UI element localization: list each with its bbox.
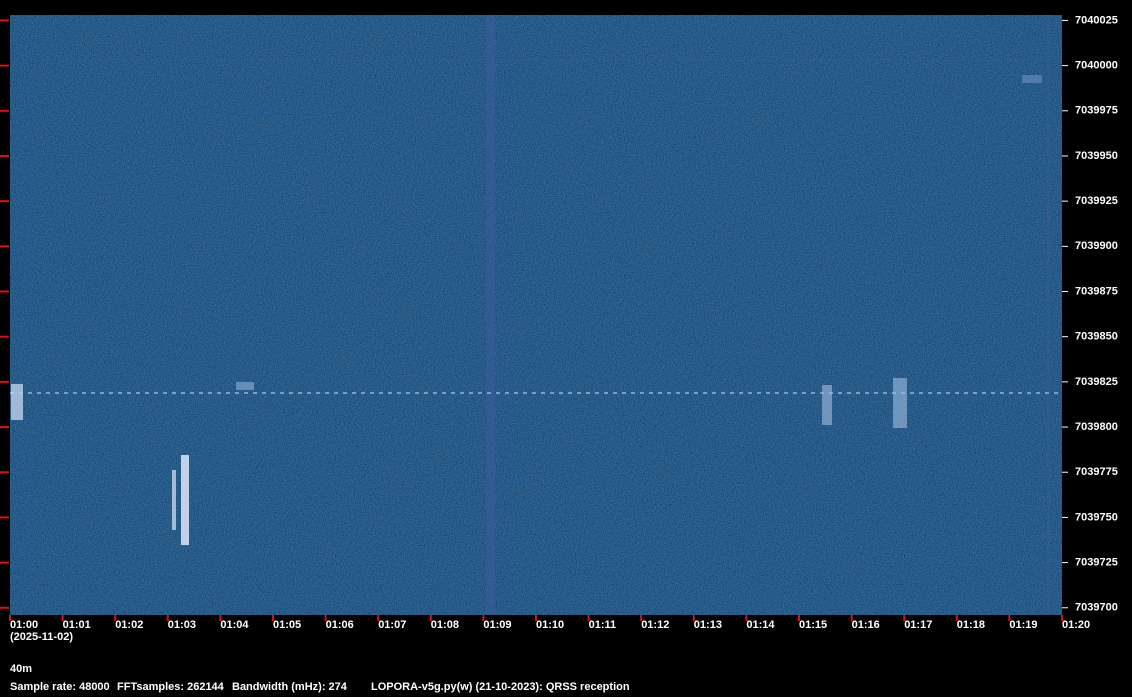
signal-blob bbox=[172, 470, 176, 530]
y-tick-label: 7039875 bbox=[1075, 285, 1118, 297]
x-tick-label: 01:15 bbox=[799, 619, 827, 631]
x-tick-label: 01:04 bbox=[220, 619, 249, 631]
signal-traces bbox=[10, 15, 1062, 615]
x-tick-label: 01:01 bbox=[63, 619, 91, 631]
signal-blob bbox=[893, 378, 907, 428]
signal-blob bbox=[1022, 75, 1042, 83]
x-tick-label: 01:12 bbox=[641, 619, 669, 631]
x-tick-label: 01:13 bbox=[694, 619, 722, 631]
y-tick-label: 7039750 bbox=[1075, 511, 1118, 523]
x-tick-label: 01:10 bbox=[536, 619, 564, 631]
y-tick-label: 7039800 bbox=[1075, 421, 1118, 433]
y-tick-label: 7039850 bbox=[1075, 331, 1118, 343]
x-tick-label: 01:02 bbox=[115, 619, 143, 631]
y-tick-label: 7039925 bbox=[1075, 195, 1118, 207]
x-tick-label: 01:18 bbox=[957, 619, 985, 631]
signal-blob bbox=[11, 384, 23, 420]
footer-text: LOPORA-v5g.py(w) (21-10-2023): QRSS rece… bbox=[371, 681, 630, 693]
x-tick-label: 01:07 bbox=[378, 619, 406, 631]
x-tick-label: 01:14 bbox=[746, 619, 775, 631]
spectrogram-noise bbox=[10, 15, 1062, 615]
vertical-streak bbox=[486, 15, 495, 615]
x-tick-label: 01:20 bbox=[1062, 619, 1090, 631]
y-tick-label: 7039725 bbox=[1075, 556, 1118, 568]
x-tick-label: 01:16 bbox=[852, 619, 880, 631]
signal-blob bbox=[822, 385, 832, 425]
band-label: 40m bbox=[10, 663, 32, 675]
y-tick-label: 7039950 bbox=[1075, 150, 1118, 162]
y-tick-label: 7039775 bbox=[1075, 466, 1118, 478]
y-tick-label: 7039825 bbox=[1075, 376, 1118, 388]
y-tick-label: 7039700 bbox=[1075, 602, 1118, 614]
footer-text: Bandwidth (mHz): 274 bbox=[232, 681, 348, 693]
x-tick-label: 01:08 bbox=[431, 619, 459, 631]
x-tick-label: 01:03 bbox=[168, 619, 196, 631]
x-tick-label: 01:11 bbox=[589, 619, 617, 631]
footer-text: Sample rate: 48000 bbox=[10, 681, 110, 693]
y-tick-label: 7040025 bbox=[1075, 14, 1118, 26]
footer-text: FFTsamples: 262144 bbox=[117, 681, 225, 693]
x-tick-label: 01:09 bbox=[483, 619, 511, 631]
y-tick-label: 7039900 bbox=[1075, 240, 1118, 252]
x-tick-label: 01:19 bbox=[1009, 619, 1037, 631]
y-tick-label: 7040000 bbox=[1075, 60, 1118, 72]
x-tick-label: 01:06 bbox=[326, 619, 354, 631]
date-label: (2025-11-02) bbox=[10, 631, 73, 643]
signal-blob bbox=[236, 382, 254, 390]
x-tick-label: 01:00 bbox=[10, 619, 38, 631]
x-tick-label: 01:17 bbox=[904, 619, 932, 631]
signal-blob bbox=[181, 455, 189, 545]
vertical-streak bbox=[1047, 15, 1050, 615]
x-tick-label: 01:05 bbox=[273, 619, 301, 631]
y-tick-label: 7039975 bbox=[1075, 105, 1118, 117]
